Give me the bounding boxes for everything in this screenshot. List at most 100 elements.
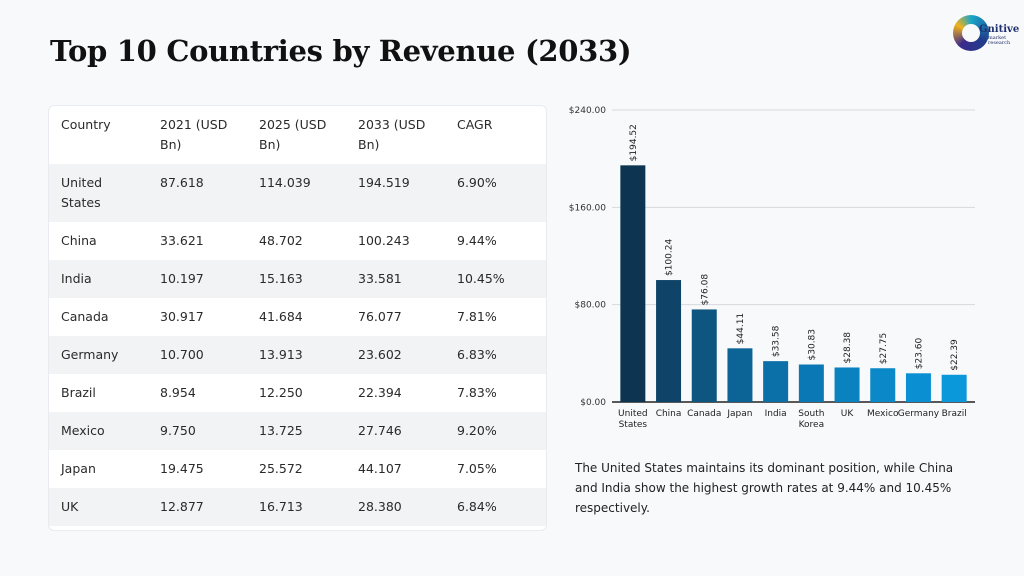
table-row: UK 12.877 16.713 28.380 6.84% — [49, 488, 546, 526]
country-cell: United States — [61, 175, 103, 210]
value-cell: 30.825 — [346, 526, 445, 530]
chart-note: The United States maintains its dominant… — [575, 461, 954, 515]
value-cell: 13.725 — [259, 423, 303, 438]
x-tick-label: China — [656, 409, 682, 419]
table-row: India 10.197 15.163 33.581 10.45% — [49, 260, 546, 298]
x-tick-label: Germany — [898, 409, 940, 419]
value-cell: 44.107 — [358, 461, 402, 476]
value-cell: 19.475 — [160, 461, 204, 476]
data-label: $28.38 — [843, 332, 853, 364]
data-label: $22.39 — [950, 339, 960, 371]
bar — [727, 348, 753, 402]
country-cell: Germany — [61, 347, 119, 362]
value-cell: 6.83% — [457, 347, 497, 362]
column-header: 2021 (USD Bn) — [160, 117, 228, 152]
country-cell: Japan — [61, 461, 96, 476]
table-header-row: Country 2021 (USD Bn) 2025 (USD Bn) 2033… — [49, 106, 546, 164]
value-cell: 12.250 — [259, 385, 303, 400]
value-cell: 8.49% — [445, 526, 546, 530]
data-label: $44.11 — [736, 313, 746, 345]
value-cell: 6.84% — [457, 499, 497, 514]
x-tick-label: Brazil — [942, 409, 967, 419]
x-tick-label: India — [765, 409, 787, 419]
value-cell: 9.750 — [160, 423, 196, 438]
country-cell: UK — [61, 499, 79, 514]
x-tick-label: South Korea — [798, 409, 824, 430]
bar — [834, 367, 860, 402]
table-row: Canada 30.917 41.684 76.077 7.81% — [49, 298, 546, 336]
data-label: $30.83 — [807, 329, 817, 361]
x-tick-label: Mexico — [867, 409, 899, 419]
country-cell: South Korea — [49, 526, 148, 530]
value-cell: 8.954 — [160, 385, 196, 400]
value-cell: 22.394 — [358, 385, 402, 400]
table-row: Mexico 9.750 13.725 27.746 9.20% — [49, 412, 546, 450]
data-label: $33.58 — [772, 325, 782, 357]
value-cell: 194.519 — [358, 175, 410, 190]
country-cell: Mexico — [61, 423, 105, 438]
bar — [905, 373, 931, 402]
column-header: 2033 (USD Bn) — [358, 117, 426, 152]
value-cell: 9.44% — [457, 233, 497, 248]
logo-subtext: market research — [988, 35, 1011, 46]
value-cell: 87.618 — [160, 175, 204, 190]
table-row: China 33.621 48.702 100.243 9.44% — [49, 222, 546, 260]
value-cell: 33.621 — [160, 233, 204, 248]
revenue-bar-chart: $0.00 $80.00 $160.00 $240.00 $194.52 United St… — [569, 106, 975, 430]
x-tick-label: Japan — [726, 409, 752, 419]
country-cell: India — [61, 271, 92, 286]
data-label: $76.08 — [700, 274, 710, 306]
value-cell: 9.20% — [457, 423, 497, 438]
y-tick-label: $0.00 — [580, 398, 606, 408]
bar — [870, 368, 896, 402]
column-header: Country — [61, 117, 111, 132]
data-label: $27.75 — [879, 333, 889, 365]
value-cell: 7.05% — [457, 461, 497, 476]
bar — [798, 364, 824, 402]
y-tick-label: $240.00 — [569, 106, 606, 116]
table-row: Brazil 8.954 12.250 22.394 7.83% — [49, 374, 546, 412]
value-cell: 10.45% — [457, 271, 505, 286]
column-header: CAGR — [457, 117, 493, 132]
x-tick-label: Canada — [687, 409, 721, 419]
y-tick-label: $80.00 — [575, 301, 607, 311]
country-cell: Canada — [61, 309, 109, 324]
data-label: $23.60 — [914, 338, 924, 370]
value-cell: 6.90% — [457, 175, 497, 190]
bar — [691, 309, 717, 402]
value-cell: 7.81% — [457, 309, 497, 324]
bar — [620, 165, 646, 402]
value-cell: 76.077 — [358, 309, 402, 324]
value-cell: 30.917 — [160, 309, 204, 324]
value-cell: 27.746 — [358, 423, 402, 438]
value-cell: 16.713 — [259, 499, 303, 514]
table-row: Japan 19.475 25.572 44.107 7.05% — [49, 450, 546, 488]
revenue-table-card: Country 2021 (USD Bn) 2025 (USD Bn) 2033… — [48, 105, 547, 531]
value-cell: 33.581 — [358, 271, 402, 286]
value-cell: 13.913 — [259, 347, 303, 362]
logo-text: Gnitive — [979, 24, 1020, 35]
value-cell: 114.039 — [259, 175, 311, 190]
value-cell: 12.877 — [160, 499, 204, 514]
x-tick-label: United States — [618, 409, 648, 430]
country-cell: Brazil — [61, 385, 96, 400]
value-cell: 11.575 — [148, 526, 247, 530]
y-tick-label: $160.00 — [569, 203, 606, 213]
table-row: United States 87.618 114.039 194.519 6.90% — [49, 164, 546, 222]
value-cell: 15.163 — [259, 271, 303, 286]
value-cell: 23.602 — [358, 347, 402, 362]
value-cell: 41.684 — [259, 309, 303, 324]
x-tick-label: UK — [841, 409, 855, 419]
bar — [763, 361, 789, 402]
value-cell: 16.063 — [247, 526, 346, 530]
brand-logo: Gnitive market research — [953, 15, 1019, 55]
value-cell: 10.197 — [160, 271, 204, 286]
table-row: South Korea11.57516.06330.8258.49% — [49, 526, 546, 530]
value-cell: 25.572 — [259, 461, 303, 476]
value-cell: 48.702 — [259, 233, 303, 248]
value-cell: 7.83% — [457, 385, 497, 400]
value-cell: 28.380 — [358, 499, 402, 514]
data-label: $194.52 — [629, 124, 639, 161]
bar — [656, 280, 682, 402]
value-cell: 100.243 — [358, 233, 410, 248]
